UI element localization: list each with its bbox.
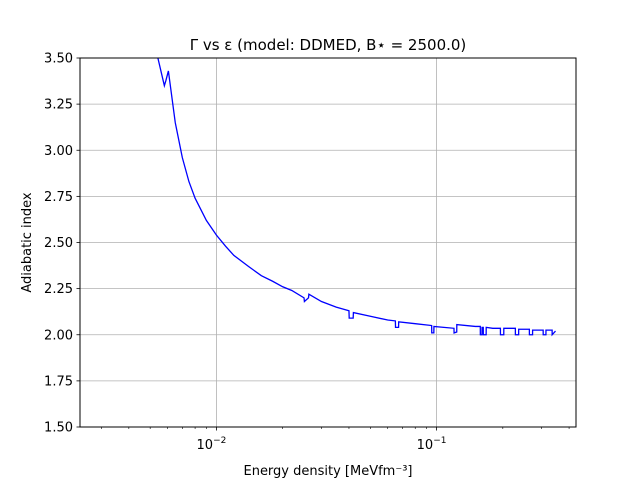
plot-series-group [157,57,556,337]
y-tick-label: 3.25 [44,98,73,113]
y-tick-label: 1.75 [44,374,73,389]
x-tick-label: 10−2 [197,436,227,453]
x-tick-label-exponent: −1 [433,436,446,446]
chart-title: Γ vs ε (model: DDMED, B⋆ = 2500.0) [190,36,467,54]
y-tick-label: 3.50 [44,52,73,67]
y-tick-label: 2.50 [44,236,73,251]
series-line [157,57,556,337]
x-tick-label-base: 10 [197,438,214,453]
y-tick-label: 3.00 [44,144,73,159]
x-tick-label: 10−1 [417,436,447,453]
axis-ticks: 1.501.752.002.252.502.753.003.253.5010−2… [44,52,570,453]
plot-frame [79,57,577,428]
y-tick-label: 2.25 [44,282,73,297]
y-axis-label: Adiabatic index [20,192,35,293]
y-tick-label: 1.50 [44,421,73,436]
y-tick-label: 2.75 [44,190,73,205]
x-tick-label-exponent: −2 [213,436,226,446]
x-axis-label: Energy density [MeVfm⁻³] [243,464,412,479]
x-tick-label-base: 10 [417,438,434,453]
y-tick-label: 2.00 [44,328,73,343]
